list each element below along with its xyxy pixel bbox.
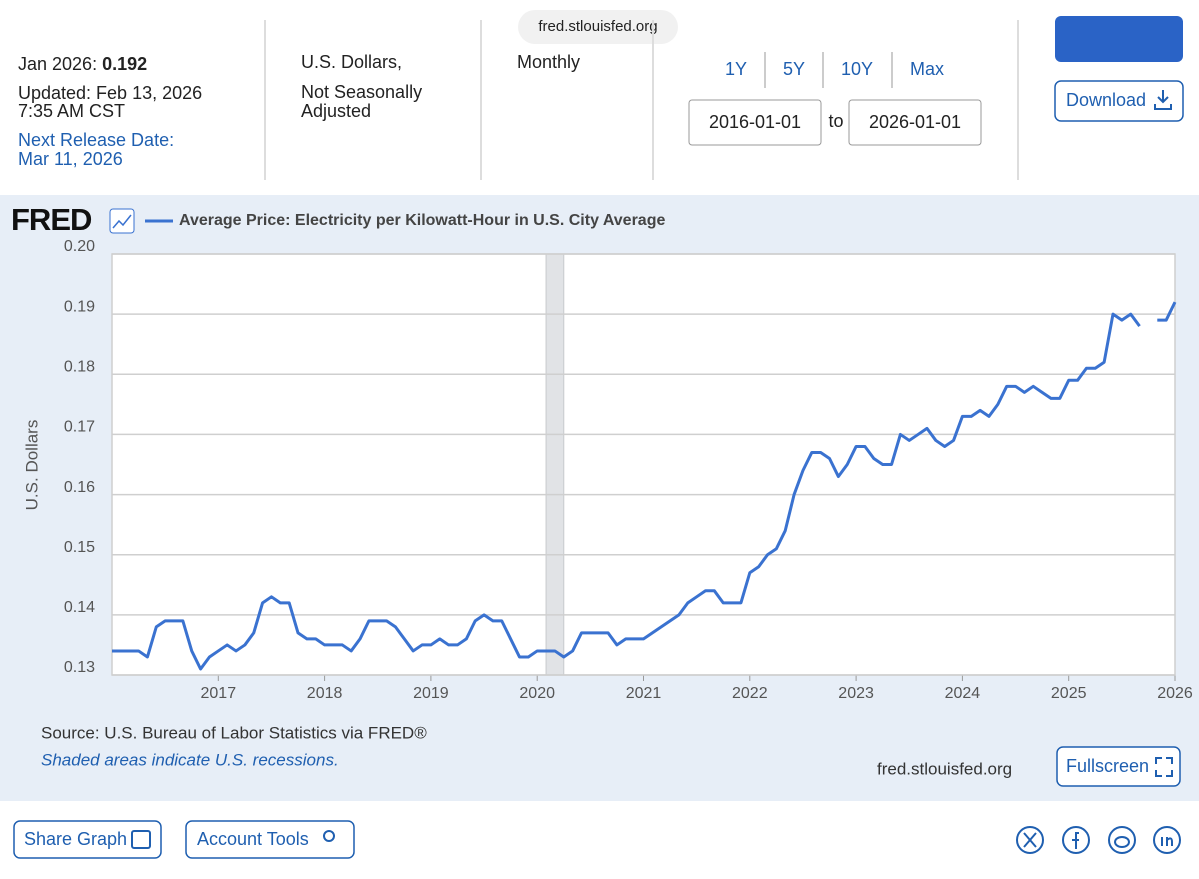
reddit-icon[interactable]: [1108, 826, 1136, 854]
units: Adjusted: [301, 101, 371, 121]
end-date: 2026-01-01: [869, 112, 961, 132]
latest-value: 0.192: [102, 54, 147, 74]
x-icon[interactable]: [1016, 826, 1044, 854]
y-tick-label: 0.16: [64, 479, 95, 496]
dividers: [264, 20, 1019, 180]
fullscreen-icon: [1155, 757, 1173, 777]
y-axis-title: U.S. Dollars: [22, 420, 41, 511]
y-tick-label: 0.18: [64, 359, 95, 376]
fullscreen-button[interactable]: [1056, 746, 1181, 787]
x-tick-label: 2024: [945, 685, 981, 702]
next-release[interactable]: Next Release Date:: [18, 130, 174, 150]
y-tick-label: 0.19: [64, 298, 95, 315]
updated: 7:35 AM CST: [18, 101, 125, 121]
account-icon: [323, 830, 335, 842]
recession-band: [545, 253, 565, 676]
logo-icon-line: [112, 214, 132, 229]
share-button[interactable]: [13, 820, 162, 859]
y-tick-label: 0.20: [64, 238, 95, 255]
x-tick-label: 2025: [1051, 685, 1087, 702]
latest-date: Jan 2026:: [18, 54, 97, 74]
share-icon: [131, 830, 151, 849]
plot-frame: [111, 253, 1176, 676]
site: fred.stlouisfed.org: [877, 759, 1012, 778]
recession-note: Shaded areas indicate U.S. recessions.: [41, 750, 339, 769]
url-pill[interactable]: [518, 10, 678, 44]
account-label: Account Tools: [197, 829, 309, 849]
download-button[interactable]: [1054, 80, 1184, 122]
legend-label: Average Price: Electricity per Kilowatt-…: [179, 212, 665, 229]
range-button[interactable]: Max: [910, 59, 944, 79]
x-tick-label: 2020: [519, 685, 555, 702]
x-tick-label: 2018: [307, 685, 343, 702]
download-icon: [1154, 90, 1172, 110]
y-tick-label: 0.14: [64, 599, 95, 616]
y-tick-label: 0.17: [64, 419, 95, 436]
fred-logo: FRED: [11, 202, 92, 237]
series-line: [1157, 301, 1177, 322]
url: fred.stlouisfed.org: [538, 18, 657, 35]
start-input[interactable]: [688, 99, 822, 146]
edit-button[interactable]: [1055, 16, 1183, 62]
start-date: 2016-01-01: [709, 112, 801, 132]
range-button[interactable]: 5Y: [783, 59, 805, 79]
facebook-icon[interactable]: [1062, 826, 1090, 854]
account-button[interactable]: [185, 820, 355, 859]
x-tick-label: 2022: [732, 685, 768, 702]
units: U.S. Dollars,: [301, 52, 402, 72]
updated: Updated: Feb 13, 2026: [18, 83, 202, 103]
to-label: to: [828, 111, 843, 131]
linkedin-icon[interactable]: [1153, 826, 1181, 854]
frequency: Monthly: [517, 52, 580, 72]
x-tick-label: 2019: [413, 685, 449, 702]
source: Source: U.S. Bureau of Labor Statistics …: [41, 723, 427, 742]
share-label: Share Graph: [24, 829, 127, 849]
plot-area: [112, 254, 1175, 675]
range-button[interactable]: 10Y: [841, 59, 873, 79]
plot: 0.13 0.14 0.15 0.16 0.17 0.18 0.19 0.20 2017 2018…: [22, 212, 1192, 702]
x-tick-label: 2026: [1157, 685, 1193, 702]
y-tick-label: 0.15: [64, 539, 95, 556]
x-tick-label: 2017: [201, 685, 237, 702]
series-line: [112, 312, 1141, 671]
download-label: Download: [1066, 90, 1146, 110]
latest-label: Jan 2026: 0.192: [18, 54, 147, 74]
x-tick-label: 2021: [626, 685, 662, 702]
fullscreen-label: Fullscreen: [1066, 756, 1149, 776]
y-tick-label: 0.13: [64, 659, 95, 676]
social-icons: [131, 826, 1181, 854]
units: Not Seasonally: [301, 82, 422, 102]
next-release[interactable]: Mar 11, 2026: [18, 149, 123, 169]
end-input[interactable]: [848, 99, 982, 146]
range-button[interactable]: 1Y: [725, 59, 747, 79]
range-separators: [764, 52, 893, 88]
logo-icon: [109, 208, 135, 234]
x-tick-label: 2023: [838, 685, 874, 702]
